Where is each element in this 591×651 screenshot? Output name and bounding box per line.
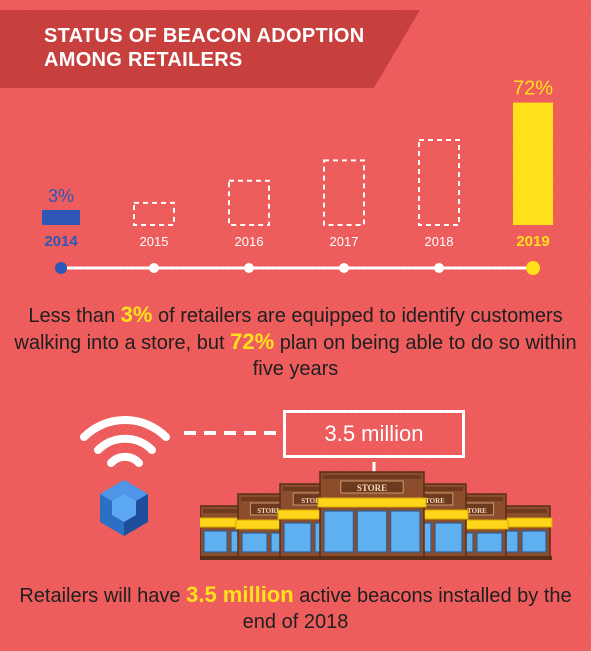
page-title: STATUS OF BEACON ADOPTION AMONG RETAILER… (44, 25, 365, 71)
beacon-count-box: 3.5 million (283, 410, 465, 458)
placeholder-bar-2018 (418, 139, 460, 226)
store-window (323, 510, 354, 553)
placeholder-bar-2015 (133, 201, 175, 226)
store-window (356, 510, 388, 553)
timeline-dot-2016 (244, 263, 254, 273)
store-window (283, 522, 312, 553)
store-building: STORE (317, 471, 427, 559)
adoption-highlight-3pct: 3% (120, 302, 153, 327)
store-ground (200, 556, 552, 560)
wifi-icon (80, 416, 170, 467)
timeline-dot-2015 (149, 263, 159, 273)
adoption-chart: 3% 2014 2015 2016 2017 2018 72% 2019 (42, 78, 553, 275)
store-window (476, 532, 503, 553)
store-sign-text: STORE (421, 497, 445, 505)
adoption-text-2: of retailers are equipped to identify cu… (14, 305, 563, 354)
store-window (390, 510, 421, 553)
store-window (521, 530, 547, 553)
placeholder-bar-2016 (228, 179, 270, 227)
tick-label-2018: 2018 (425, 234, 454, 249)
data-label-2019: 72% (513, 78, 553, 100)
placeholder-bar-2017 (323, 159, 365, 226)
store-sign-text: STORE (357, 483, 387, 493)
store-row-illustration: STORE STORE STORE STORE STORE (200, 462, 553, 560)
beacon-text-2: active beacons installed by the end of 2… (242, 585, 572, 633)
timeline-dot-2017 (339, 263, 349, 273)
beacon-highlight: 3.5 million (186, 582, 294, 607)
adoption-text-1: Less than (28, 305, 121, 327)
adoption-description: Less than 3% of retailers are equipped t… (0, 302, 591, 382)
store-window (241, 532, 268, 553)
tick-label-2019: 2019 (516, 233, 549, 250)
beacon-device-icon (100, 480, 148, 536)
tick-label-2014: 2014 (44, 233, 78, 250)
adoption-text-3: plan on being able to do so within five … (252, 332, 577, 380)
store-window (203, 530, 228, 553)
bar-2019 (513, 102, 553, 225)
adoption-highlight-72pct: 72% (230, 329, 275, 354)
store-window (434, 522, 463, 553)
store-sign-text: STORE (257, 507, 281, 515)
timeline-dot-2019 (526, 261, 540, 275)
tick-label-2016: 2016 (235, 234, 264, 249)
bar-2014 (42, 210, 80, 225)
data-label-2014: 3% (48, 186, 74, 206)
beacon-text-1: Retailers will have (19, 585, 187, 607)
store-awning (317, 497, 427, 508)
store-sign-text: STORE (463, 507, 487, 515)
store-sign-text: STORE (301, 497, 325, 505)
tick-label-2015: 2015 (140, 234, 169, 249)
beacon-description: Retailers will have 3.5 million active b… (0, 582, 591, 635)
timeline-dot-2014 (55, 262, 67, 274)
timeline-dot-2018 (434, 263, 444, 273)
connector-dashes (184, 431, 276, 435)
tick-label-2017: 2017 (330, 234, 359, 249)
title-banner (0, 10, 420, 88)
